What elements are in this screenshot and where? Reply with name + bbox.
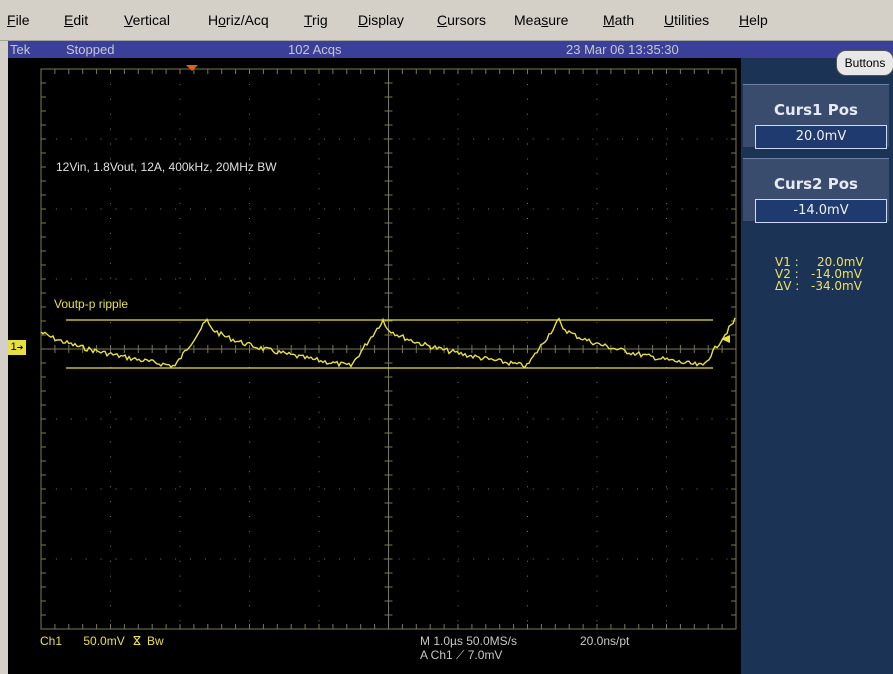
menu-display-rest: isplay <box>368 12 404 28</box>
menu-bar: File Edit Vertical Horiz/Acq Trig Displa… <box>0 0 893 41</box>
menu-trig-accel: T <box>304 12 313 28</box>
menu-display-accel: D <box>358 12 369 28</box>
ch1-ground-marker[interactable]: 1➔ <box>8 340 26 355</box>
date-time: 23 Mar 06 13:35:30 <box>566 42 679 57</box>
menu-edit[interactable]: Edit <box>64 12 88 28</box>
menu-math-rest: ath <box>614 12 635 28</box>
acquisition-count: 102 Acqs <box>288 42 342 57</box>
menu-edit-rest: dit <box>73 12 89 28</box>
curs2-label: Curs2 Pos <box>774 175 858 193</box>
channel-name: Ch1 <box>40 634 63 648</box>
menu-measure-accel: s <box>541 12 549 28</box>
menu-display[interactable]: Display <box>358 12 404 28</box>
channel-volts-per-div: 50.0mV <box>83 634 125 648</box>
menu-cursors-accel: C <box>437 12 448 28</box>
menu-cursors[interactable]: Cursors <box>437 12 486 28</box>
menu-help-accel: H <box>739 12 750 28</box>
menu-vertical-rest: ertical <box>132 12 170 28</box>
curs2-value-field[interactable]: -14.0mV <box>755 199 887 223</box>
menu-cursors-rest: ursors <box>447 12 487 28</box>
delta-v-key: ΔV : <box>775 279 800 293</box>
menu-horiz-pre: H <box>208 12 219 28</box>
v2-key: V2 : <box>775 267 799 281</box>
menu-measure[interactable]: Measure <box>514 12 568 28</box>
brand-label: Tek <box>10 42 31 57</box>
ch1-marker-label: 1 <box>10 341 17 353</box>
graticule-grid <box>40 68 737 630</box>
curs1-label: Curs1 Pos <box>774 101 858 119</box>
v1-value: 20.0mV <box>817 255 864 269</box>
bandwidth-label: Bw <box>147 634 164 648</box>
menu-file[interactable]: File <box>7 12 30 28</box>
trigger-position-marker <box>186 65 198 71</box>
menu-horiz-acq[interactable]: Horiz/Acq <box>208 12 269 28</box>
v1-key: V1 : <box>775 255 799 269</box>
menu-utilities[interactable]: Utilities <box>664 12 709 28</box>
delta-v-value: -34.0mV <box>811 279 862 293</box>
curs2-panel: Curs2 Pos -14.0mV <box>743 158 889 223</box>
bandwidth-limit-icon: ⴵ <box>133 634 141 648</box>
curs1-value-field[interactable]: 20.0mV <box>755 125 887 149</box>
graticule-svg <box>40 65 737 630</box>
menu-utilities-accel: U <box>664 12 675 28</box>
buttons-button[interactable]: Buttons <box>836 50 893 76</box>
resolution-readout: 20.0ns/pt <box>580 634 630 648</box>
menu-edit-accel: E <box>64 12 74 28</box>
menu-horiz-accel: o <box>218 12 226 28</box>
screen-annotation: 12Vin, 1.8Vout, 12A, 400kHz, 20MHz BW <box>56 160 277 174</box>
menu-measure-pre: Mea <box>514 12 542 28</box>
status-bar: Tek Stopped 102 Acqs 23 Mar 06 13:35:30 <box>8 41 893 58</box>
waveform-display[interactable]: 1➔ 12Vin, 1.8Vout, 12A, 400kHz, 20MHz BW… <box>8 58 741 674</box>
acquisition-state: Stopped <box>66 42 115 57</box>
menu-measure-rest: ure <box>548 12 569 28</box>
menu-math-accel: M <box>603 12 615 28</box>
channel-scale-readout: Ch1 50.0mV ⴵ Bw <box>40 634 164 648</box>
menu-trig[interactable]: Trig <box>304 12 328 28</box>
control-panel: Buttons Curs1 Pos 20.0mV Curs2 Pos -14.0… <box>741 50 893 674</box>
menu-utilities-rest: tilities <box>674 12 710 28</box>
menu-help-rest: elp <box>749 12 768 28</box>
v2-value: -14.0mV <box>811 267 862 281</box>
menu-file-accel: F <box>7 12 16 28</box>
menu-help[interactable]: Help <box>739 12 768 28</box>
trigger-readout: A Ch1 ⟋ 7.0mV <box>420 648 503 662</box>
trace-label: Voutp-p ripple <box>54 297 129 311</box>
menu-math[interactable]: Math <box>603 12 634 28</box>
menu-vertical[interactable]: Vertical <box>124 12 170 28</box>
menu-file-rest: ile <box>15 12 30 28</box>
arrow-right-icon: ➔ <box>16 343 24 352</box>
menu-horiz-rest: riz/Acq <box>225 12 269 28</box>
menu-trig-rest: rig <box>312 12 328 28</box>
timebase-readout: M 1.0µs 50.0MS/s <box>420 634 517 648</box>
curs1-panel: Curs1 Pos 20.0mV <box>743 84 889 149</box>
ch1-waveform <box>40 317 736 369</box>
menu-vertical-accel: V <box>124 12 133 28</box>
trigger-level-marker <box>721 335 730 343</box>
